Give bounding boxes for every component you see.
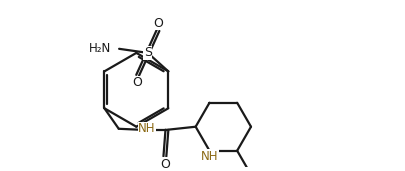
Text: O: O — [132, 76, 142, 89]
Text: NH: NH — [200, 150, 218, 163]
Text: NH: NH — [138, 122, 155, 135]
Text: O: O — [153, 17, 162, 30]
Text: O: O — [160, 158, 169, 171]
Text: S: S — [143, 46, 151, 59]
Text: H₂N: H₂N — [88, 42, 111, 55]
